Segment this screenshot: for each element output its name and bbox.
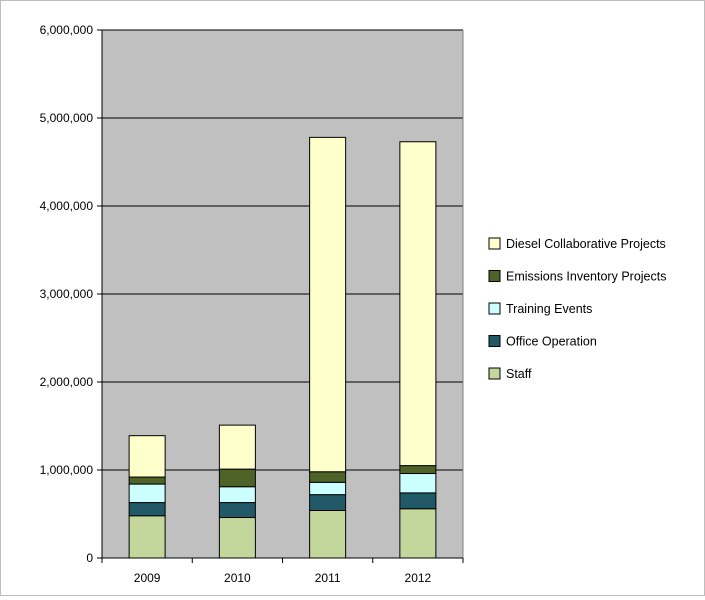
bar-segment-staff-2012 bbox=[399, 508, 437, 559]
bar-segment-office-operation-2010 bbox=[218, 502, 256, 519]
legend-label-office-operation: Office Operation bbox=[506, 335, 597, 349]
legend-swatch-training-events bbox=[488, 302, 501, 315]
bar-segment-staff-2009 bbox=[128, 515, 166, 559]
y-tick-label: 4,000,000 bbox=[40, 199, 94, 213]
bar-segment-office-operation-2012 bbox=[399, 492, 437, 510]
y-tick-label: 2,000,000 bbox=[40, 375, 94, 389]
legend-swatch-office-operation bbox=[488, 335, 501, 347]
bar-segment-diesel-collaborative-projects-2009 bbox=[128, 435, 166, 478]
bar-segment-diesel-collaborative-projects-2012 bbox=[399, 141, 437, 467]
legend: Diesel Collaborative Projects Emissions I… bbox=[488, 237, 666, 381]
y-tick-label: 1,000,000 bbox=[40, 463, 94, 477]
legend-swatch-emissions-inventory-projects bbox=[488, 270, 501, 282]
bar-segment-emissions-inventory-projects-2010 bbox=[218, 468, 256, 488]
axes: 0 1,000,000 2,000,000 3,000,000 4,000,000 5,0… bbox=[40, 23, 464, 585]
y-tick-label: 5,000,000 bbox=[40, 111, 94, 125]
bar-segment-staff-2011 bbox=[309, 509, 347, 559]
bar-segment-training-events-2009 bbox=[128, 483, 166, 504]
bar-segment-emissions-inventory-projects-2009 bbox=[128, 476, 166, 485]
y-tick-label: 3,000,000 bbox=[40, 287, 94, 301]
x-tick-label: 2011 bbox=[315, 571, 341, 585]
bar-segment-staff-2010 bbox=[218, 517, 256, 559]
bar-segment-emissions-inventory-projects-2012 bbox=[399, 465, 437, 475]
x-tick-label: 2009 bbox=[134, 571, 161, 585]
bar-segment-office-operation-2009 bbox=[128, 502, 166, 517]
bar-segment-training-events-2012 bbox=[399, 473, 437, 494]
y-tick-label: 0 bbox=[86, 551, 93, 565]
bar-segment-diesel-collaborative-projects-2011 bbox=[309, 136, 347, 473]
x-tick-label: 2010 bbox=[224, 571, 251, 585]
legend-label-diesel-collaborative-projects: Diesel Collaborative Projects bbox=[506, 237, 666, 251]
legend-label-emissions-inventory-projects: Emissions Inventory Projects bbox=[506, 270, 666, 284]
bar-segment-diesel-collaborative-projects-2010 bbox=[218, 424, 256, 470]
legend-swatch-staff bbox=[488, 367, 501, 380]
bar-segment-office-operation-2011 bbox=[309, 494, 347, 511]
bar-segment-emissions-inventory-projects-2011 bbox=[309, 471, 347, 483]
legend-swatch-diesel-collaborative-projects bbox=[488, 237, 501, 250]
legend-label-training-events: Training Events bbox=[506, 302, 592, 316]
bar-segment-training-events-2010 bbox=[218, 486, 256, 504]
y-tick-label: 6,000,000 bbox=[40, 23, 94, 37]
bars bbox=[128, 136, 437, 559]
legend-label-staff: Staff bbox=[506, 367, 532, 381]
bar-segment-training-events-2011 bbox=[309, 481, 347, 496]
x-tick-label: 2012 bbox=[405, 571, 432, 585]
